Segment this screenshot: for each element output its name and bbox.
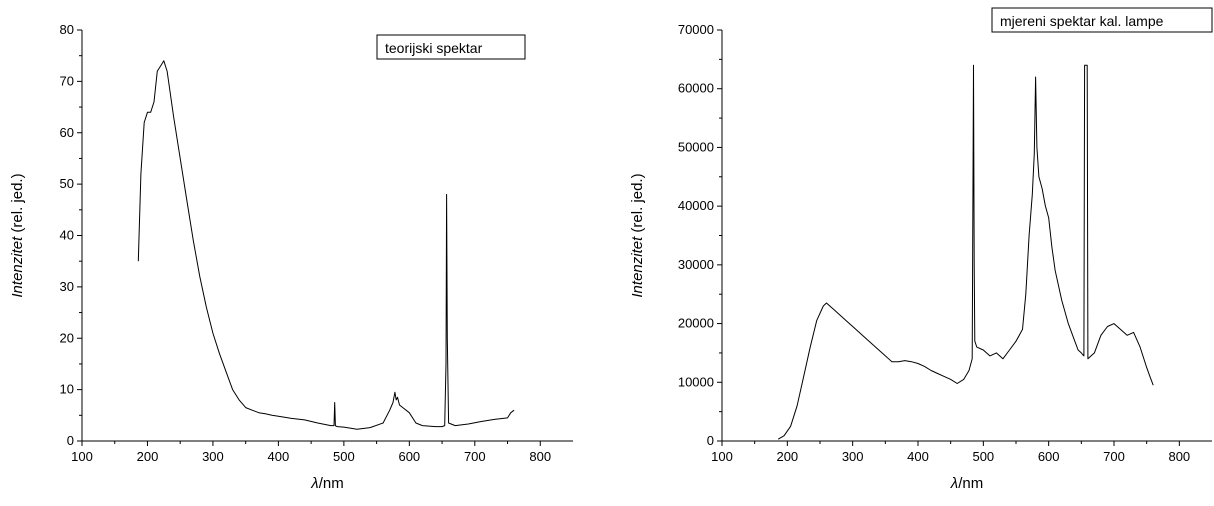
y-tick-label: 10 — [60, 382, 74, 397]
y-axis-title: Intenzitet (rel. jed.) — [629, 173, 646, 297]
y-tick-label: 0 — [707, 433, 714, 448]
x-tick-label: 100 — [711, 449, 733, 464]
y-tick-label: 20000 — [678, 316, 714, 331]
x-tick-label: 700 — [1103, 449, 1125, 464]
y-axis-title-italic: Intenzitet — [9, 236, 26, 298]
x-tick-label: 500 — [333, 449, 355, 464]
x-axis-title: λ/nm — [310, 475, 343, 492]
x-tick-label: 500 — [972, 449, 994, 464]
y-tick-label: 50 — [60, 176, 74, 191]
y-tick-label: 40 — [60, 228, 74, 243]
x-tick-label: 600 — [398, 449, 420, 464]
x-tick-label: 600 — [1038, 449, 1060, 464]
x-axis-symbol: λ — [310, 475, 318, 492]
x-tick-label: 700 — [464, 449, 486, 464]
y-tick-label: 80 — [60, 22, 74, 37]
y-tick-label: 40000 — [678, 198, 714, 213]
chart-panel-theoretical: 100 200 300 400 500 600 700 800 0 10 20 30 40 50 60 70 8… — [0, 0, 600, 506]
legend-box — [991, 7, 1213, 33]
chart-measured-spectrum: 100 200 300 400 500 600 700 800 0 10000 20000 30000… — [629, 7, 1213, 492]
y-tick-label: 30 — [60, 279, 74, 294]
x-tick-label: 800 — [1168, 449, 1190, 464]
y-tick-label: 0 — [67, 433, 74, 448]
y-axis-title-rest: (rel. jed.) — [9, 173, 26, 236]
y-tick-label: 20 — [60, 330, 74, 345]
spectrum-line — [137, 60, 515, 430]
y-axis-title: Intenzitet (rel. jed.) — [9, 173, 26, 297]
y-axis-title-italic: Intenzitet — [629, 236, 646, 298]
spectrum-line — [777, 64, 1154, 440]
y-tick-label: 30000 — [678, 257, 714, 272]
x-tick-label: 100 — [71, 449, 93, 464]
y-tick-label: 70 — [60, 73, 74, 88]
legend-box — [376, 34, 526, 60]
x-axis-title: λ/nm — [950, 475, 983, 492]
y-tick-label: 60 — [60, 125, 74, 140]
legend-label: mjereni spektar kal. lampe — [1000, 13, 1164, 29]
x-tick-label: 200 — [776, 449, 798, 464]
y-axis-title-rest: (rel. jed.) — [629, 173, 646, 236]
x-tick-label: 200 — [137, 449, 159, 464]
x-axis-unit: /nm — [958, 475, 983, 492]
x-tick-label: 800 — [529, 449, 551, 464]
x-tick-label: 300 — [202, 449, 224, 464]
y-tick-label: 50000 — [678, 139, 714, 154]
chart-theoretical-spectrum: 100 200 300 400 500 600 700 800 0 10 20 30 40 50 60 70 8… — [9, 22, 573, 492]
y-tick-label: 10000 — [678, 374, 714, 389]
x-tick-label: 400 — [907, 449, 929, 464]
x-tick-label: 400 — [268, 449, 290, 464]
legend-label: teorijski spektar — [385, 40, 483, 56]
chart-panel-measured: 100 200 300 400 500 600 700 800 0 10000 20000 30000… — [620, 0, 1214, 506]
y-tick-label: 70000 — [678, 22, 714, 37]
y-tick-label: 60000 — [678, 81, 714, 96]
x-axis-symbol: λ — [950, 475, 958, 492]
x-tick-label: 300 — [842, 449, 864, 464]
x-axis-unit: /nm — [319, 475, 344, 492]
